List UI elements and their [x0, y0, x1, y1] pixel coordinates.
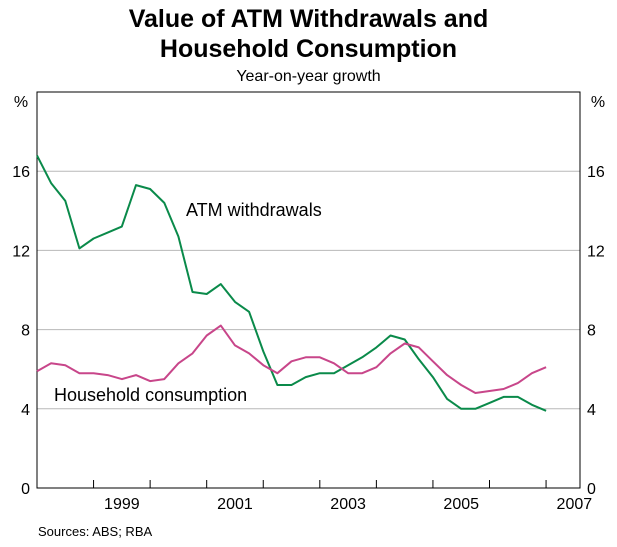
y-tick-label-right-4: 4 — [587, 402, 596, 419]
y-tick-label-left-16: 16 — [12, 164, 30, 181]
chart-subtitle: Year-on-year growth — [236, 68, 381, 85]
x-tick-label-2007: 2007 — [557, 496, 593, 513]
y-tick-label-left-12: 12 — [12, 243, 30, 260]
y-axis-label-right: % — [591, 94, 605, 111]
x-axis-ticks — [36, 480, 547, 488]
axis-labels: 0 0 4 4 8 8 12 12 16 16% % 1999 2001 2003 2005 2007 — [12, 94, 605, 513]
x-tick-label-1999: 1999 — [104, 496, 140, 513]
y-tick-label-left-0: 0 — [21, 481, 30, 498]
y-tick-label-right-16: 16 — [587, 164, 605, 181]
series-line-household-consumption — [36, 324, 547, 394]
y-tick-label-left-4: 4 — [21, 402, 30, 419]
y-tick-label-right-12: 12 — [587, 243, 605, 260]
chart-title-line-2: Household Consumption — [159, 35, 458, 63]
y-axis-label-left: % — [14, 94, 28, 111]
x-tick-label-2005: 2005 — [443, 496, 479, 513]
source-note: Sources: ABS; RBA — [38, 524, 153, 539]
y-tick-label-left-8: 8 — [21, 323, 30, 340]
y-tick-label-right-0: 0 — [587, 481, 596, 498]
x-tick-label-2003: 2003 — [330, 496, 366, 513]
series-label-household-consumption: Household consumption — [54, 385, 247, 405]
plot-frame — [36, 91, 581, 489]
y-tick-label-right-8: 8 — [587, 323, 596, 340]
series-line-atm-withdrawals — [36, 154, 547, 412]
chart-title-line-1: Value of ATM Withdrawals and — [128, 5, 489, 33]
gridlines — [37, 170, 580, 410]
series-label-atm-withdrawals: ATM withdrawals — [186, 200, 322, 220]
series-lines — [36, 154, 547, 412]
x-tick-label-2001: 2001 — [217, 496, 253, 513]
